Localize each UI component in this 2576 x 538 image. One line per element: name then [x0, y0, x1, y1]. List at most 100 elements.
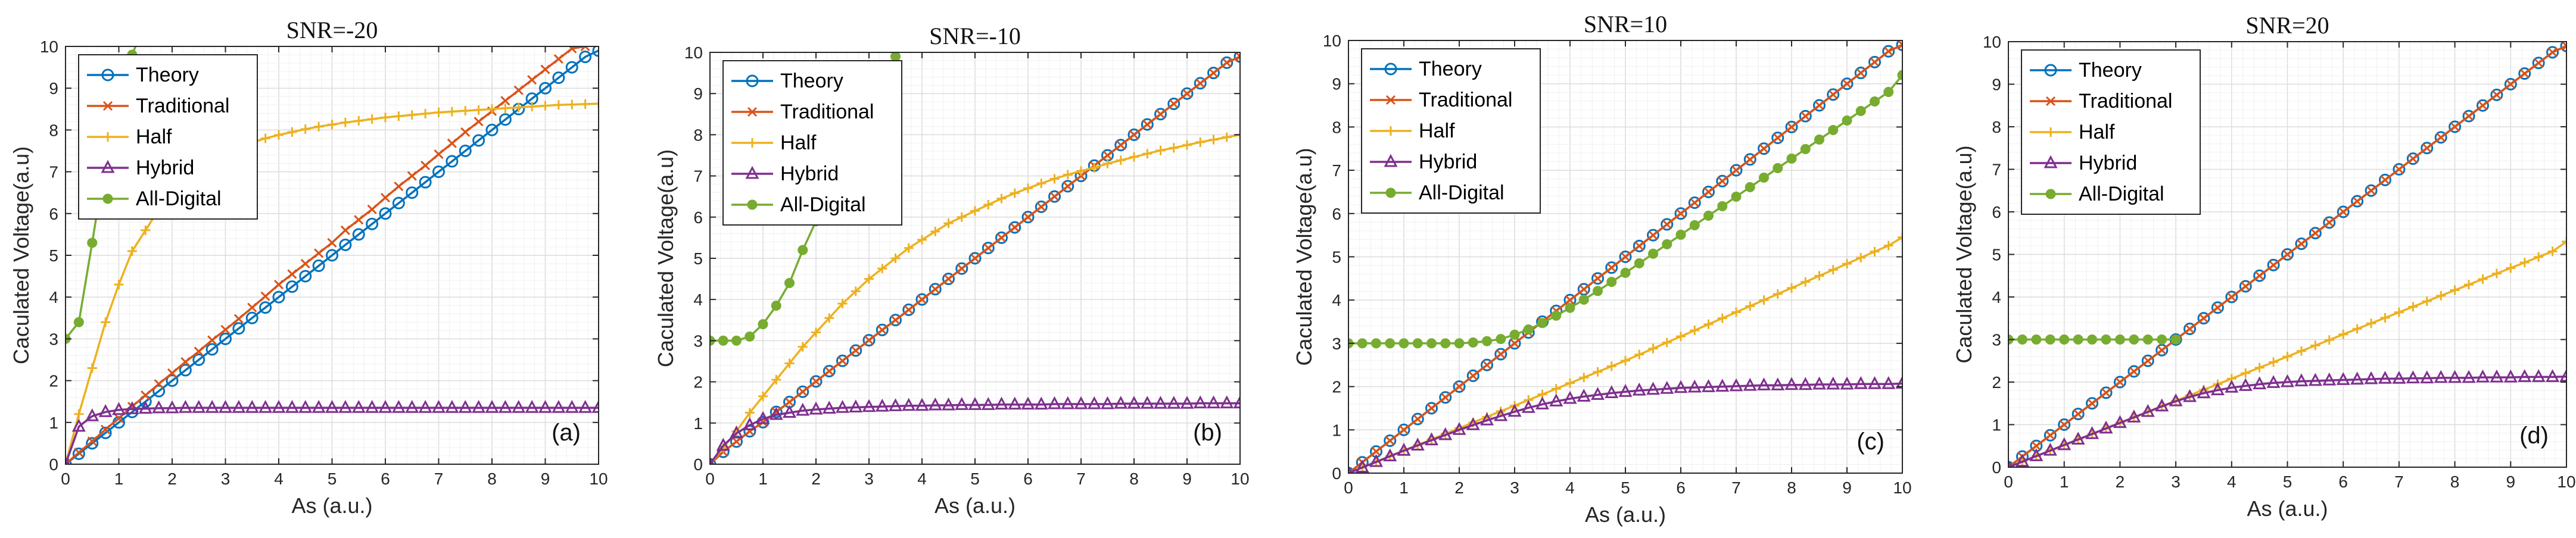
data-point-theory	[2421, 142, 2434, 155]
legend-marker-half	[2046, 127, 2055, 137]
data-point-hybrid	[1397, 442, 1411, 456]
x-tick-label: 2	[811, 470, 821, 488]
x-axis-label: As (a.u.)	[291, 493, 372, 518]
data-point-traditional	[2254, 271, 2264, 281]
x-tick-label: 8	[1787, 478, 1796, 497]
data-point-theory	[459, 145, 472, 157]
legend-item-traditional: Traditional	[1370, 89, 1512, 111]
data-point-theory	[2490, 88, 2503, 101]
data-point-traditional	[1620, 252, 1631, 262]
legend: Theory Traditional Half Hybrid All-Digital	[1361, 48, 1541, 214]
data-point-half	[917, 234, 927, 245]
data-point-half	[287, 127, 297, 137]
data-point-traditional	[74, 448, 84, 458]
data-point-traditional	[2463, 111, 2474, 121]
data-point-hybrid	[2350, 371, 2365, 385]
data-point-theory	[1425, 402, 1438, 415]
data-point-all_digital	[1565, 302, 1575, 313]
data-point-theory	[2309, 227, 2322, 240]
data-point-theory	[1813, 99, 1826, 112]
data-point-hybrid	[2559, 368, 2566, 382]
data-point-theory	[419, 176, 432, 189]
legend-label: Traditional	[136, 95, 229, 117]
data-point-half	[1565, 378, 1575, 388]
data-point-traditional	[811, 376, 821, 386]
y-tick-label: 5	[693, 249, 703, 268]
data-point-all_digital	[1675, 229, 1686, 240]
data-point-theory	[2156, 343, 2169, 356]
data-point-half	[2450, 285, 2460, 295]
data-point-theory	[796, 385, 809, 398]
data-point-traditional	[233, 314, 244, 324]
data-point-theory	[1061, 180, 1074, 193]
data-point-all_digital	[1828, 124, 1839, 135]
data-point-hybrid	[743, 417, 757, 430]
data-point-all_digital	[1883, 87, 1894, 98]
data-point-traditional	[207, 335, 217, 345]
data-point-traditional	[2534, 58, 2544, 68]
data-point-theory	[406, 186, 419, 199]
data-point-traditional	[943, 274, 954, 284]
series-half	[1348, 232, 1902, 473]
data-point-hybrid	[968, 397, 982, 410]
data-point-traditional	[1371, 446, 1381, 456]
data-point-traditional	[798, 387, 808, 397]
data-point-traditional	[2115, 377, 2125, 387]
data-point-traditional	[101, 424, 111, 434]
data-point-hybrid	[1220, 395, 1234, 409]
data-point-hybrid	[1369, 453, 1383, 467]
data-point-traditional	[1579, 284, 1589, 295]
data-point-traditional	[2296, 239, 2306, 249]
data-point-all_digital	[2087, 334, 2098, 345]
data-point-all_digital	[2017, 334, 2027, 345]
data-point-half	[837, 299, 848, 309]
data-point-all_digital	[1731, 191, 1742, 202]
data-point-all_digital	[745, 331, 755, 342]
data-point-half	[2547, 246, 2558, 257]
data-point-half	[2422, 296, 2432, 306]
data-point-hybrid	[2238, 378, 2253, 391]
data-point-hybrid	[995, 396, 1008, 410]
data-point-hybrid	[710, 456, 714, 464]
data-point-hybrid	[378, 400, 393, 413]
data-point-hybrid	[1674, 380, 1688, 393]
data-point-traditional	[917, 295, 927, 305]
data-point-half	[771, 375, 781, 385]
data-point-hybrid	[365, 400, 379, 413]
series-hybrid	[2008, 368, 2566, 467]
legend-item-all_digital: All-Digital	[731, 193, 866, 216]
data-point-traditional	[1036, 202, 1046, 212]
data-point-half	[1801, 277, 1811, 287]
data-point-traditional	[2226, 292, 2237, 302]
x-tick-label: 0	[2004, 473, 2013, 491]
data-point-traditional	[996, 233, 1007, 243]
data-point-theory	[2337, 205, 2350, 218]
data-point-hybrid	[769, 406, 783, 420]
data-point-half	[1690, 326, 1700, 336]
data-point-hybrid	[2071, 431, 2085, 445]
data-point-traditional	[1814, 100, 1824, 111]
data-point-half	[274, 130, 284, 140]
data-point-hybrid	[2406, 370, 2420, 384]
data-point-all_digital	[1385, 338, 1396, 349]
data-point-theory	[552, 71, 565, 85]
data-point-hybrid	[1425, 432, 1438, 446]
data-point-traditional	[970, 253, 980, 264]
data-point-traditional	[2478, 101, 2488, 111]
data-point-theory	[1453, 380, 1466, 393]
data-point-all_digital	[784, 278, 795, 289]
data-point-all_digital	[1578, 294, 1589, 305]
data-point-theory	[2560, 42, 2566, 52]
data-point-half	[890, 254, 901, 263]
data-point-half	[127, 246, 137, 256]
data-point-hybrid	[258, 400, 273, 413]
data-point-traditional	[340, 225, 350, 235]
data-point-hybrid	[756, 411, 770, 424]
y-axis-label: Caculated Voltage(a.u)	[1952, 145, 1976, 363]
legend-marker-half	[1386, 126, 1396, 136]
data-point-all_digital	[718, 335, 728, 346]
chart-panel-a: 0 1 2 3 4 5 6 7 8 9 10 0 1 2 3 4 5 6 7 8 9 10 SNR=-20 As (a.u.)…	[0, 0, 644, 538]
data-point-theory	[446, 155, 459, 168]
data-point-traditional	[447, 138, 457, 148]
data-point-theory	[205, 343, 219, 356]
